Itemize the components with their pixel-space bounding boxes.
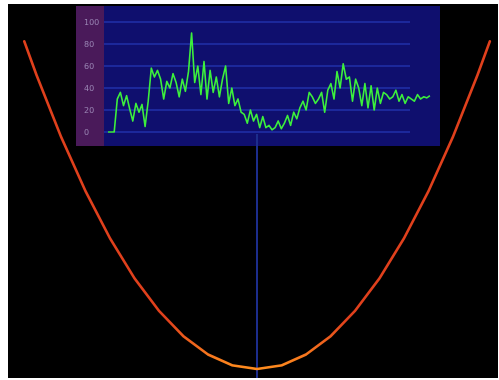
inset-axis-strip [76,6,104,146]
inset-y-tick-label: 60 [84,62,94,71]
inset-y-tick-label: 0 [84,128,89,137]
inset-y-tick-label: 100 [84,18,99,27]
inset-panel [76,6,440,146]
plot-canvas: 100 80 60 40 20 0 [8,4,498,378]
plot-svg: 100 80 60 40 20 0 [8,4,498,378]
inset-y-tick-label: 20 [84,106,94,115]
inset-y-tick-label: 80 [84,40,94,49]
inset-y-tick-label: 40 [84,84,94,93]
